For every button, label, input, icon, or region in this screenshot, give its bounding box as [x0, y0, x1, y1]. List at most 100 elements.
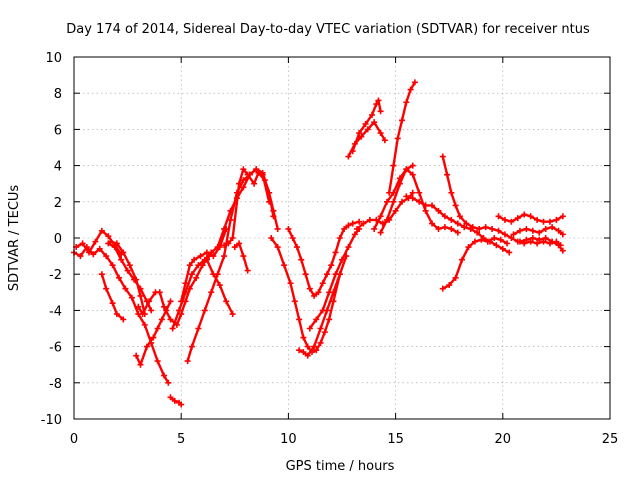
data-point: [542, 225, 549, 232]
data-point: [113, 240, 120, 247]
data-point: [148, 307, 155, 314]
data-point: [203, 249, 210, 256]
data-point: [332, 249, 339, 256]
data-point: [128, 294, 135, 301]
data-point: [313, 347, 320, 354]
data-point: [354, 225, 361, 232]
data-point: [403, 193, 410, 200]
data-point: [536, 236, 543, 243]
data-point: [109, 262, 116, 269]
data-point: [176, 307, 183, 314]
data-point: [476, 225, 483, 232]
data-point: [208, 289, 215, 296]
data-point: [559, 247, 566, 254]
y-tick-label: 2: [54, 196, 62, 211]
data-point: [523, 236, 530, 243]
data-point: [116, 274, 123, 281]
data-point: [448, 216, 455, 223]
data-point: [317, 325, 324, 332]
data-point: [422, 207, 429, 214]
data-point: [474, 229, 481, 236]
data-point: [392, 207, 399, 214]
data-point: [375, 97, 382, 104]
data-point: [240, 184, 247, 191]
data-point: [341, 225, 348, 232]
data-point: [311, 343, 318, 350]
data-point: [98, 271, 105, 278]
data-point: [109, 300, 116, 307]
data-point: [506, 249, 513, 256]
data-point: [508, 235, 515, 241]
data-point: [439, 285, 446, 292]
data-point: [154, 325, 161, 332]
data-point: [253, 166, 260, 173]
data-point: [304, 343, 311, 350]
data-point: [188, 271, 195, 278]
series-arc-8: [167, 394, 185, 408]
data-point: [105, 233, 112, 240]
data-point: [478, 236, 485, 243]
y-tick-label: 4: [54, 160, 62, 175]
data-point: [349, 148, 356, 155]
data-point: [139, 311, 146, 318]
data-point: [454, 229, 461, 236]
data-point: [546, 218, 553, 225]
data-point: [244, 267, 251, 274]
data-point: [394, 135, 401, 142]
data-point: [495, 213, 502, 220]
data-point: [236, 240, 243, 247]
data-point: [201, 307, 208, 314]
data-point: [103, 253, 110, 260]
data-point: [167, 394, 174, 401]
data-point: [167, 298, 174, 305]
data-point: [77, 253, 84, 260]
data-point: [409, 195, 416, 202]
data-point: [409, 162, 416, 169]
data-point: [527, 213, 534, 220]
data-point: [403, 99, 410, 106]
data-point: [171, 397, 178, 404]
data-point: [366, 216, 373, 223]
data-point: [156, 289, 163, 296]
data-point: [90, 251, 97, 258]
data-point: [504, 240, 511, 247]
y-tick-label: -8: [49, 377, 62, 392]
data-point: [549, 224, 556, 231]
data-point: [328, 262, 335, 269]
data-point: [298, 256, 305, 263]
data-point: [534, 240, 541, 247]
data-point: [300, 349, 307, 356]
data-point: [137, 292, 144, 299]
data-point: [491, 235, 498, 241]
x-tick-label: 20: [495, 432, 512, 447]
y-tick-label: 10: [45, 51, 62, 66]
data-point: [150, 334, 157, 341]
data-point: [461, 224, 468, 231]
y-tick-label: -6: [49, 341, 62, 356]
data-point: [313, 316, 320, 323]
data-point: [167, 316, 174, 323]
data-point: [317, 339, 324, 346]
series-arc-29: [510, 224, 566, 238]
series-arc-27: [439, 235, 511, 292]
series-arc-4: [105, 240, 155, 314]
data-point: [251, 180, 258, 187]
series-arc-16: [285, 218, 363, 299]
data-point: [158, 316, 165, 323]
data-point: [339, 256, 345, 263]
data-point: [169, 325, 176, 332]
data-point: [409, 171, 416, 178]
data-point: [501, 231, 508, 238]
y-tick-label: -10: [41, 413, 62, 428]
data-point: [523, 225, 530, 232]
y-tick-label: -2: [49, 268, 62, 283]
data-point: [516, 238, 523, 245]
data-point: [270, 207, 277, 214]
data-point: [240, 166, 247, 173]
data-point: [369, 111, 376, 118]
plot-area: [71, 79, 566, 408]
axes-ticks: 0 5 10 15 20 25 -10 -8 -6 -4 -2 0 2 4 6 8 10: [41, 51, 619, 447]
data-point: [103, 285, 110, 292]
